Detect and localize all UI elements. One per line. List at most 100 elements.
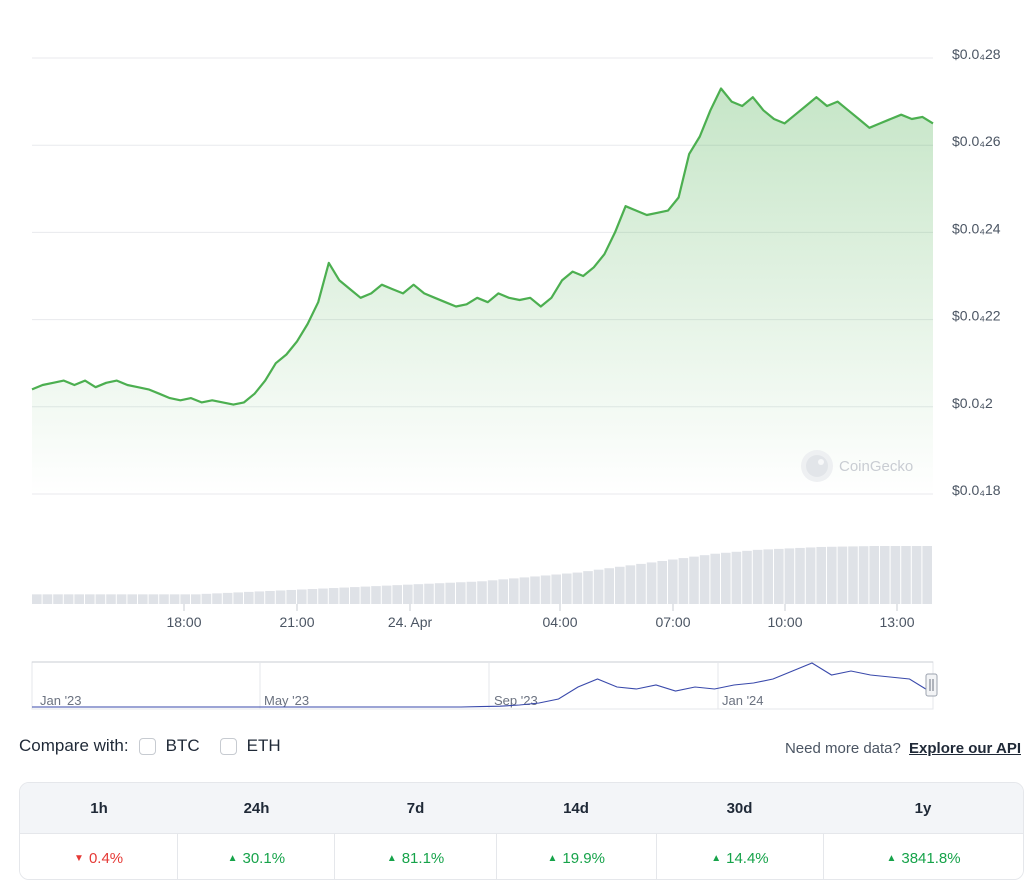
header-30d: 30d bbox=[726, 799, 753, 817]
price-chart[interactable]: $0.0₄28 $0.0₄26 $0.0₄24 $0.0₄22 $0.0₄2 $0.0₄1… bbox=[0, 0, 1024, 715]
volume-bar bbox=[827, 546, 837, 604]
value-1h: 0.4% bbox=[88, 849, 124, 867]
volume-bar bbox=[848, 546, 858, 604]
volume-bar bbox=[572, 572, 583, 604]
volume-bar bbox=[721, 552, 731, 604]
volume-bar bbox=[604, 568, 614, 604]
performance-value-row: ▼ 0.4% ▲ 30.1% ▲ 81.1% ▲ 19.9% ▲ 14.4% ▲ 3841.… bbox=[20, 833, 1023, 879]
volume-bar bbox=[339, 587, 349, 604]
performance-table: 1h 24h 7d 14d 30d 1y ▼ 0.4% ▲ 30.1% ▲ 81.1%… bbox=[19, 782, 1024, 880]
volume-bar bbox=[774, 548, 784, 604]
volume-bar bbox=[890, 546, 901, 604]
volume-bar bbox=[858, 546, 869, 604]
volume-bar bbox=[795, 547, 805, 604]
volume-bar bbox=[381, 585, 392, 604]
volume-bar bbox=[434, 583, 445, 604]
y-tick-label: $0.0₄2 bbox=[952, 395, 993, 411]
x-tick-label: 13:00 bbox=[879, 614, 914, 630]
x-tick-label: 10:00 bbox=[767, 614, 802, 630]
volume-bar bbox=[562, 573, 572, 604]
volume-bar bbox=[689, 556, 699, 604]
triangle-up-icon: ▲ bbox=[386, 852, 397, 864]
volume-bar bbox=[657, 560, 667, 604]
volume-bar bbox=[42, 594, 53, 604]
eth-checkbox[interactable] bbox=[219, 737, 237, 755]
eth-label: ETH bbox=[246, 736, 281, 755]
volume-bar bbox=[487, 580, 498, 604]
volume-bar bbox=[307, 589, 318, 604]
header-7d: 7d bbox=[406, 799, 425, 817]
price-area bbox=[31, 87, 934, 494]
volume-bar bbox=[222, 592, 233, 604]
y-axis: $0.0₄28 $0.0₄26 $0.0₄24 $0.0₄22 $0.0₄2 $0.0₄1… bbox=[952, 46, 1001, 498]
x-tick-label: 21:00 bbox=[279, 614, 314, 630]
volume-bar bbox=[646, 562, 657, 604]
volume-bar bbox=[625, 565, 636, 604]
y-tick-label: $0.0₄28 bbox=[952, 46, 1001, 62]
triangle-up-icon: ▲ bbox=[227, 852, 238, 864]
header-1y: 1y bbox=[914, 799, 932, 817]
triangle-up-icon: ▲ bbox=[547, 852, 558, 864]
change-1y: ▲ 3841.8% bbox=[824, 834, 1023, 879]
volume-bar bbox=[180, 594, 190, 604]
value-7d: 81.1% bbox=[401, 849, 445, 867]
volume-bar bbox=[699, 555, 710, 604]
volume-bar bbox=[286, 589, 296, 604]
volume-bar bbox=[477, 581, 487, 604]
explore-api-link[interactable]: Explore our API bbox=[909, 740, 1021, 757]
price-line bbox=[31, 87, 934, 406]
compare-btc[interactable]: BTC bbox=[138, 736, 200, 756]
volume-bar bbox=[254, 591, 265, 604]
volume-bar bbox=[32, 594, 42, 604]
volume-bar bbox=[509, 578, 519, 604]
volume-bar bbox=[127, 594, 137, 604]
volume-bar bbox=[371, 586, 381, 604]
btc-label: BTC bbox=[165, 736, 200, 755]
watermark-text: CoinGecko bbox=[839, 458, 913, 475]
volume-bar bbox=[74, 594, 84, 604]
volume-bar bbox=[880, 546, 890, 604]
volume-bar bbox=[805, 547, 816, 604]
volume-bar bbox=[297, 589, 307, 604]
volume-bar bbox=[456, 582, 466, 604]
volume-bar bbox=[328, 588, 339, 604]
volume-bar bbox=[445, 582, 455, 604]
volume-bar bbox=[540, 575, 551, 604]
navigator-label: Jan '24 bbox=[722, 693, 764, 708]
volume-bar bbox=[784, 548, 795, 604]
change-14d: ▲ 19.9% bbox=[497, 834, 657, 879]
volume-bar bbox=[593, 569, 604, 604]
volume-bar bbox=[922, 546, 932, 604]
triangle-up-icon: ▲ bbox=[711, 852, 722, 864]
volume-bar bbox=[138, 594, 148, 604]
volume-bar bbox=[116, 594, 127, 604]
volume-bar bbox=[498, 579, 508, 604]
volume-bar bbox=[731, 551, 742, 604]
volume-bar bbox=[583, 571, 593, 604]
volume-bar bbox=[201, 593, 212, 604]
api-promo: Need more data? Explore our API bbox=[785, 740, 1021, 757]
volume-bar bbox=[53, 594, 63, 604]
volume-bar bbox=[212, 593, 222, 604]
volume-bar bbox=[392, 585, 402, 604]
coingecko-watermark: CoinGecko bbox=[801, 450, 913, 482]
volume-bar bbox=[159, 594, 169, 604]
navigator-handle[interactable] bbox=[925, 673, 938, 697]
compare-eth[interactable]: ETH bbox=[219, 736, 281, 756]
value-1y: 3841.8% bbox=[901, 849, 961, 867]
api-prompt: Need more data? bbox=[784, 740, 901, 757]
range-navigator[interactable]: Jan '23 May '23 Sep '23 Jan '24 bbox=[31, 661, 938, 710]
volume-bar bbox=[169, 594, 180, 604]
volume-bar bbox=[763, 549, 773, 604]
volume-bar bbox=[350, 587, 360, 604]
y-tick-label: $0.0₄18 bbox=[952, 482, 1001, 498]
volume-bar bbox=[752, 549, 763, 604]
btc-checkbox[interactable] bbox=[138, 737, 156, 755]
value-14d: 19.9% bbox=[562, 849, 605, 867]
navigator-label: Jan '23 bbox=[40, 693, 82, 708]
volume-bar bbox=[668, 559, 678, 604]
x-tick-label: 24. Apr bbox=[388, 614, 433, 630]
volume-bar bbox=[95, 594, 106, 604]
volume-bar bbox=[551, 574, 561, 604]
compare-label: Compare with: bbox=[19, 736, 129, 755]
